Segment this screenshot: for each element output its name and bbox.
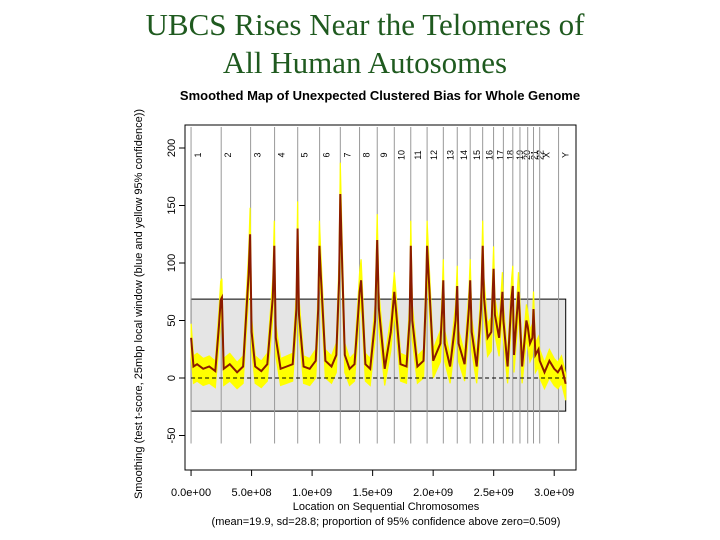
x-tick-label: 1.5e+09 <box>353 487 393 499</box>
plot-area: 12345678910111213141516171819202122XY-50… <box>166 124 577 499</box>
x-axis-note: (mean=19.9, sd=28.8; proportion of 95% c… <box>212 516 561 528</box>
x-tick-label: 5.0e+08 <box>232 487 272 499</box>
y-tick-label: 200 <box>166 139 178 157</box>
x-tick-label: 2.0e+09 <box>413 487 453 499</box>
chromosome-label: 22 <box>536 150 546 160</box>
x-axis-label: Location on Sequential Chromosomes <box>293 501 480 513</box>
chromosome-label: 4 <box>277 152 287 157</box>
y-tick-label: 50 <box>166 314 178 326</box>
chromosome-label: 3 <box>253 152 263 157</box>
slide-title-line-1: UBCS Rises Near the Telomeres of <box>145 7 585 42</box>
chromosome-label: 2 <box>223 152 233 157</box>
y-tick-label: 100 <box>166 254 178 272</box>
chromosome-label: 5 <box>300 152 310 157</box>
chromosome-label: 15 <box>472 150 482 160</box>
chromosome-label: X <box>542 152 552 158</box>
slide-title: UBCS Rises Near the Telomeres of All Hum… <box>0 6 720 82</box>
chart-title: Smoothed Map of Unexpected Clustered Bia… <box>180 88 580 103</box>
plot-frame <box>184 124 577 471</box>
y-tick-label: 150 <box>166 196 178 214</box>
chromosome-label: 8 <box>362 152 372 157</box>
bias-series-line <box>190 193 567 385</box>
chromosome-label: 20 <box>522 150 532 160</box>
chromosome-label: 17 <box>496 150 506 160</box>
chromosome-label: Y <box>561 152 571 158</box>
chromosome-label: 16 <box>485 150 495 160</box>
chromosome-label: 12 <box>429 150 439 160</box>
x-tick-label: 0.0e+00 <box>171 487 211 499</box>
y-tick-label: -50 <box>166 428 178 444</box>
slide-title-line-2: All Human Autosomes <box>222 45 508 80</box>
chromosome-label: 18 <box>505 150 515 160</box>
y-axis-label: Smoothing (test t-score, 25mbp local win… <box>133 109 145 499</box>
x-tick-label: 2.5e+09 <box>474 487 514 499</box>
x-tick-label: 3.0e+09 <box>534 487 574 499</box>
chromosome-label: 7 <box>342 152 352 157</box>
chromosome-label: 9 <box>379 152 389 157</box>
chromosome-label: 21 <box>530 150 540 160</box>
chromosome-label: 10 <box>396 150 406 160</box>
x-tick-label: 1.0e+09 <box>292 487 332 499</box>
chromosome-label: 11 <box>413 150 423 159</box>
chromosome-label: 13 <box>445 150 455 160</box>
chromosome-label: 14 <box>459 150 469 160</box>
chromosome-label: 6 <box>322 152 332 157</box>
chromosome-label: 1 <box>193 152 203 157</box>
y-tick-label: 0 <box>166 375 178 381</box>
